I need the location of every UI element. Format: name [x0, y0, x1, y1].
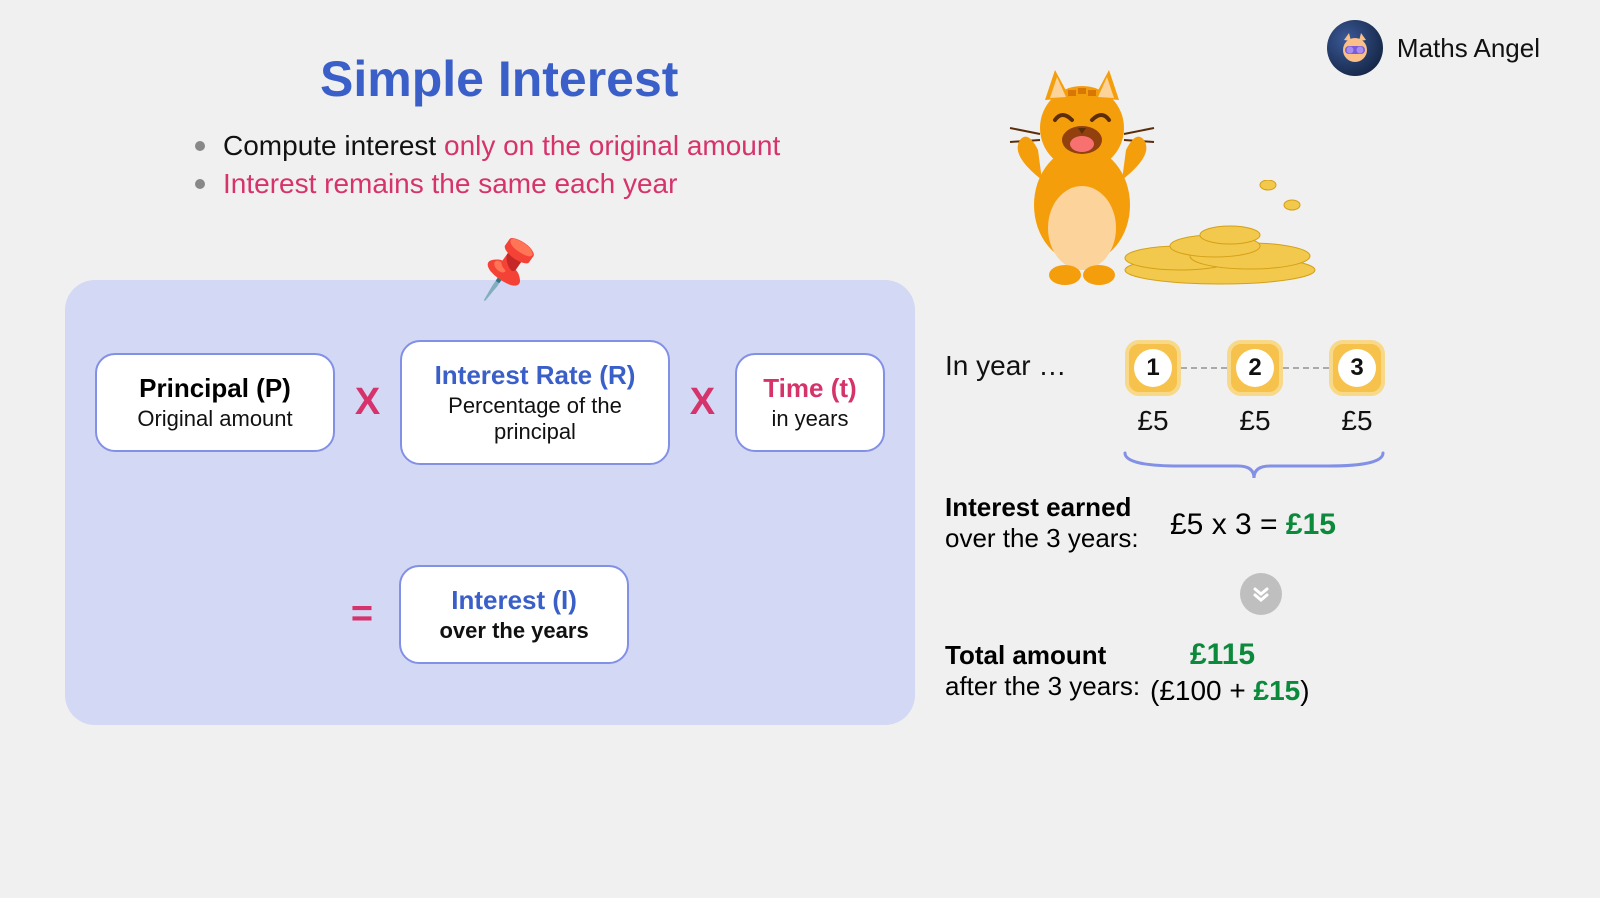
year-amount: £5 — [1329, 405, 1385, 437]
total-sum: (£100 + £15) — [1150, 675, 1310, 707]
bullet-dot-icon — [195, 141, 205, 151]
angel-cat-icon — [1335, 28, 1375, 68]
coin-pile-icon — [1120, 180, 1320, 285]
sum-close: ) — [1300, 675, 1309, 706]
time-box: Time (t) in years — [735, 353, 885, 452]
sum-open: (£100 + — [1150, 675, 1254, 706]
pushpin-icon: 📌 — [470, 233, 544, 304]
interest-earned-rest: over the 3 years: — [945, 523, 1139, 554]
principal-box: Principal (P) Original amount — [95, 353, 335, 452]
rate-title: Interest Rate (R) — [426, 360, 644, 391]
calc-lhs: £5 x 3 = — [1170, 508, 1286, 541]
multiply-operator-1: X — [349, 381, 386, 424]
interest-sub: over the years — [425, 618, 603, 644]
bullet-text: Compute interest only on the original am… — [223, 130, 780, 162]
brand: Maths Angel — [1327, 20, 1540, 76]
brand-name: Maths Angel — [1397, 33, 1540, 64]
interest-title: Interest (I) — [425, 585, 603, 616]
time-sub: in years — [761, 406, 859, 432]
interest-earned-bold: Interest earned — [945, 492, 1139, 523]
bullet-list: Compute interest only on the original am… — [195, 130, 780, 206]
equals-operator: = — [351, 593, 373, 636]
calc-result: £15 — [1286, 508, 1336, 541]
year-amounts: £5 £5 £5 — [1125, 405, 1385, 437]
page-title: Simple Interest — [320, 50, 678, 108]
interest-earned-label: Interest earned over the 3 years: — [945, 492, 1139, 554]
bullet-item: Interest remains the same each year — [195, 168, 780, 200]
bullet-dot-icon — [195, 179, 205, 189]
rate-box: Interest Rate (R) Percentage of the prin… — [400, 340, 670, 465]
rate-sub: Percentage of the principal — [426, 393, 644, 445]
curly-brace-icon — [1120, 448, 1388, 482]
interest-calculation: £5 x 3 = £15 — [1170, 508, 1336, 542]
principal-sub: Original amount — [121, 406, 309, 432]
year-amount: £5 — [1125, 405, 1181, 437]
year-pill: 3 — [1329, 340, 1385, 396]
sum-green: £15 — [1254, 675, 1301, 706]
formula-row-top: Principal (P) Original amount X Interest… — [95, 340, 885, 465]
formula-card: Principal (P) Original amount X Interest… — [65, 280, 915, 725]
principal-title: Principal (P) — [121, 373, 309, 404]
year-pill: 2 — [1227, 340, 1283, 396]
total-bold: Total amount — [945, 640, 1140, 671]
total-rest: after the 3 years: — [945, 671, 1140, 702]
year-pill: 1 — [1125, 340, 1181, 396]
brand-logo-icon — [1327, 20, 1383, 76]
formula-row-bottom: = Interest (I) over the years — [65, 565, 915, 664]
pill-connector — [1181, 367, 1227, 369]
year-number: 2 — [1236, 349, 1274, 387]
bullet-emph: Interest remains the same each year — [223, 168, 677, 199]
multiply-operator-2: X — [684, 381, 721, 424]
total-value: £115 — [1190, 638, 1255, 672]
year-amount: £5 — [1227, 405, 1283, 437]
pill-connector — [1283, 367, 1329, 369]
bullet-text: Interest remains the same each year — [223, 168, 677, 200]
bullet-item: Compute interest only on the original am… — [195, 130, 780, 162]
year-pills: 1 2 3 — [1125, 340, 1385, 396]
year-number: 1 — [1134, 349, 1172, 387]
total-amount-label: Total amount after the 3 years: — [945, 640, 1140, 702]
bullet-prefix: Compute interest — [223, 130, 444, 161]
chevron-down-icon — [1240, 573, 1282, 615]
in-year-label: In year … — [945, 350, 1066, 382]
interest-box: Interest (I) over the years — [399, 565, 629, 664]
bullet-emph: only on the original amount — [444, 130, 780, 161]
time-title: Time (t) — [761, 373, 859, 404]
year-number: 3 — [1338, 349, 1376, 387]
